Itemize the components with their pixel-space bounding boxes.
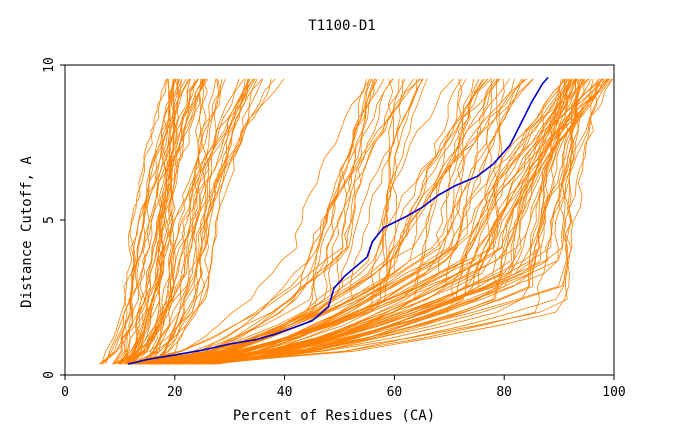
model-curve-3-23 [135,78,528,365]
model-curve-3-20 [157,78,484,365]
model-curve-1-19 [130,78,258,365]
model-curve-3-25 [180,78,475,365]
model-curve-2-20 [164,78,394,365]
model-curve-4-41 [166,78,570,365]
chart-title: T1100-D1 [308,18,375,34]
model-curve-2-6 [146,78,423,365]
model-curve-4-39 [160,78,614,365]
model-curve-4-5 [191,78,592,365]
model-curve-1-2 [154,78,248,365]
x-tick-label: 40 [277,385,293,400]
model-curve-4-29 [198,78,582,365]
model-curve-4-27 [148,78,575,365]
x-tick-label: 0 [61,385,69,400]
x-tick-label: 20 [167,385,183,400]
model-curve-3-1 [151,78,489,365]
model-curve-2-0 [164,78,394,365]
model-curve-1-7 [124,78,240,365]
model-curve-3-13 [168,78,501,365]
y-tick-label: 10 [42,57,57,73]
model-curve-1-8 [140,78,226,365]
model-curve-1-21 [125,78,207,365]
highlight-curve [127,76,549,365]
model-curve-3-18 [167,78,480,365]
model-curve-1-15 [117,78,254,365]
model-curve-0-20 [132,78,202,365]
model-curve-4-31 [173,78,581,365]
model-curve-4-47 [173,78,585,365]
model-curve-2-10 [160,78,385,365]
model-curve-1-10 [140,78,263,365]
model-curve-0-17 [121,78,167,365]
model-curve-2-3 [139,78,375,365]
model-curve-4-45 [209,78,602,365]
model-curve-0-0 [101,78,190,365]
model-curve-0-16 [119,78,174,365]
model-curve-4-49 [203,78,585,365]
model-curve-1-22 [135,78,256,365]
model-curve-1-25 [151,78,205,365]
model-curve-4-26 [172,78,567,365]
model-curve-1-20 [133,78,246,365]
model-curve-0-27 [102,78,181,365]
model-curve-1-12 [124,78,250,365]
model-curve-4-48 [150,78,580,365]
model-curve-4-13 [199,78,602,365]
model-curve-1-18 [140,78,264,365]
model-curve-0-24 [124,78,179,365]
model-curve-1-1 [150,78,255,365]
model-curve-4-35 [159,78,570,365]
y-tick-label: 0 [42,371,57,379]
model-curve-4-44 [144,78,578,365]
x-axis-label: Percent of Residues (CA) [233,408,435,424]
model-curve-0-23 [130,78,191,365]
model-curve-0-7 [126,78,191,365]
model-curve-3-5 [139,78,462,365]
model-curve-2-18 [145,78,377,365]
model-curve-0-22 [118,78,195,365]
model-curve-3-9 [181,78,526,365]
model-curve-4-25 [186,78,605,365]
background-model-curves [98,78,614,365]
model-curve-1-17 [149,78,208,365]
model-curve-3-22 [166,78,455,365]
model-curve-4-40 [204,78,577,365]
model-curve-1-24 [147,78,223,365]
model-curve-0-26 [119,78,199,365]
y-tick-label: 5 [42,216,57,224]
x-tick-label: 60 [387,385,403,400]
model-curve-4-11 [188,78,576,365]
model-curve-4-46 [167,78,583,365]
model-curve-1-4 [124,78,285,365]
model-curve-3-17 [162,78,489,365]
model-curve-0-11 [118,78,199,365]
tick-labels: 0 20 40 60 80 100 0 5 10 [42,57,626,400]
model-curve-2-12 [136,78,367,365]
model-curve-2-13 [155,78,393,365]
model-curve-2-15 [129,78,379,365]
model-curve-0-8 [102,78,209,365]
model-curve-2-8 [137,78,415,365]
model-curve-2-19 [123,78,375,365]
model-curve-2-5 [127,78,420,365]
x-tick-label: 80 [496,385,512,400]
model-curve-2-17 [130,78,417,365]
y-axis-label: Distance Cutoff, A [19,156,35,308]
model-curve-4-23 [194,78,565,365]
model-curve-1-23 [120,78,251,365]
model-curve-4-43 [171,78,589,365]
model-curve-4-38 [192,78,582,365]
x-tick-label: 100 [602,385,625,400]
axes [60,64,615,380]
model-curve-4-32 [217,78,611,365]
model-curve-4-14 [214,78,598,365]
model-curve-4-42 [163,78,607,365]
model-curve-4-36 [203,78,564,365]
highlight-series [127,76,549,365]
model-curve-3-12 [184,78,534,365]
model-curve-0-19 [105,78,199,365]
